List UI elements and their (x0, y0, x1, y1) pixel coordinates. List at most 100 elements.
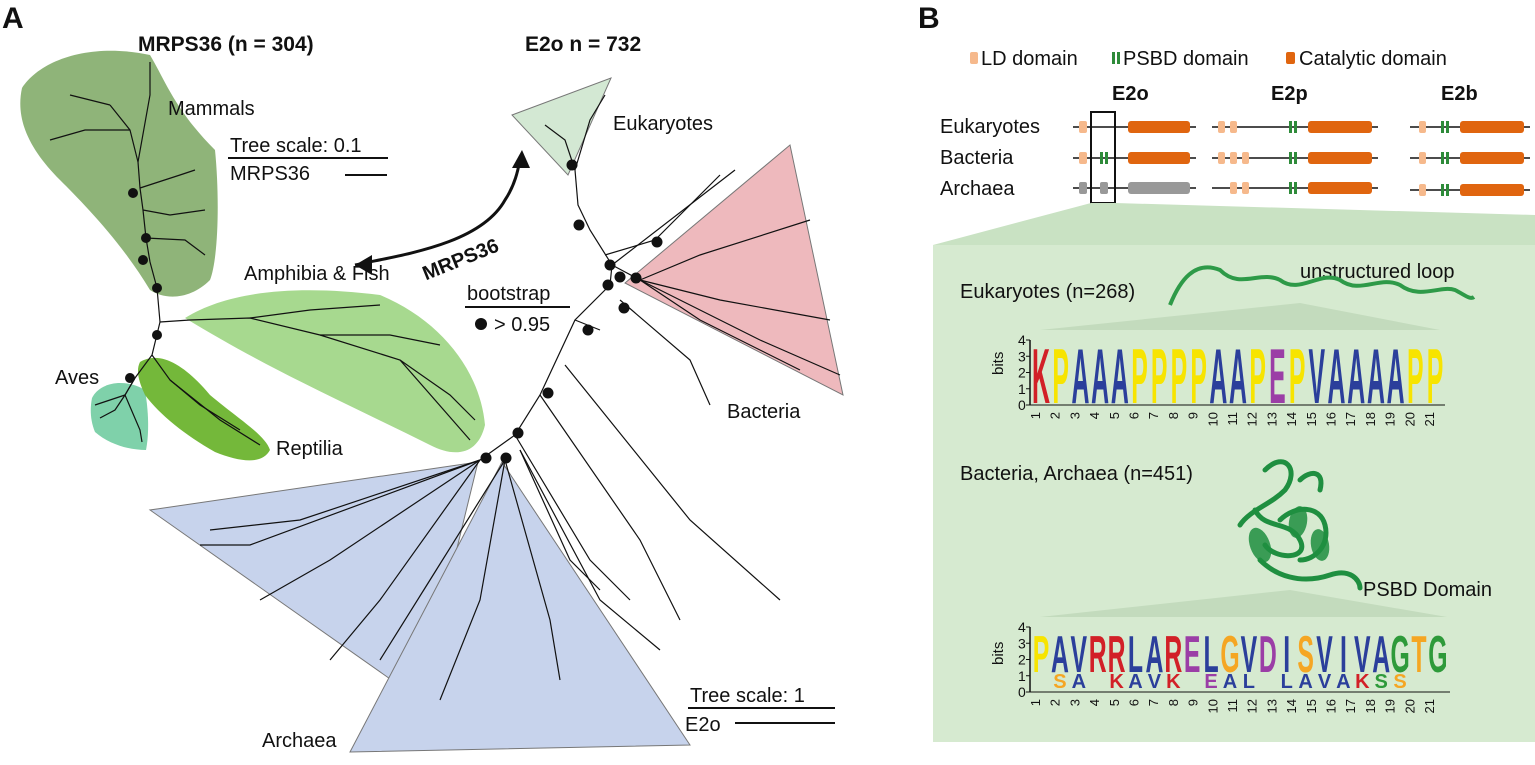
clade-eukaryotes-label: Eukaryotes (613, 113, 713, 135)
bac-xtick-9: 9 (1186, 699, 1201, 706)
bac-secondary-letter-5: K (1109, 671, 1124, 693)
bac-letter-4: R (1089, 625, 1107, 684)
bac-ytick-2: 2 (1018, 652, 1026, 668)
euk-letter-18: A (1367, 334, 1385, 420)
row-eukaryotes: Eukaryotes (940, 116, 1040, 138)
euk-ytick-0: 0 (1018, 397, 1026, 413)
bac-xtick-12: 12 (1245, 699, 1260, 713)
legend-psbd-swatch-a (1112, 52, 1115, 64)
euk-letter-6: P (1131, 334, 1148, 420)
bac-ytick-3: 3 (1018, 635, 1026, 651)
bac-xtick-16: 16 (1324, 699, 1339, 713)
bac-secondary-letter-18: K (1355, 671, 1370, 693)
legend-ld-label: LD domain (981, 48, 1078, 70)
bac-secondary-letter-15: A (1298, 671, 1312, 693)
euk-letter-20: P (1407, 334, 1424, 420)
bac-logo-wedge (1040, 590, 1447, 617)
bac-xtick-11: 11 (1225, 699, 1240, 713)
euk-xtick-16: 16 (1324, 412, 1339, 426)
panel-a-label: A (2, 2, 24, 35)
bac-letter-7: A (1145, 625, 1163, 684)
bac-letter-11: G (1220, 625, 1239, 684)
bac-secondary-letter-19: S (1375, 671, 1388, 693)
euk-letter-2: P (1052, 334, 1069, 420)
clade-aves-label: Aves (55, 367, 99, 389)
bac-xtick-21: 21 (1422, 699, 1437, 713)
mrps36-title: MRPS36 (n = 304) (138, 33, 314, 56)
euk-xtick-2: 2 (1048, 412, 1063, 419)
bac-ytick-0: 0 (1018, 684, 1026, 700)
bac-xtick-3: 3 (1067, 699, 1082, 706)
euk-y-label: bits (990, 352, 1007, 375)
panel-b-label: B (918, 2, 940, 35)
bac-xtick-1: 1 (1028, 699, 1043, 706)
euk-xtick-10: 10 (1205, 412, 1220, 426)
bac-xtick-10: 10 (1205, 699, 1220, 713)
euk-letter-10: A (1209, 334, 1227, 420)
euk-xtick-21: 21 (1422, 412, 1437, 426)
mrps36-arrow (354, 159, 522, 267)
scale-mrps36-title: Tree scale: 0.1 (230, 135, 362, 157)
legend-psbd-swatch-b (1117, 52, 1120, 64)
euk-xtick-11: 11 (1225, 412, 1240, 426)
psbd-helix-ribbons (1248, 506, 1330, 563)
legend-catalytic-swatch (1286, 52, 1295, 64)
bac-xtick-7: 7 (1146, 699, 1161, 706)
row-archaea: Archaea (940, 178, 1015, 200)
legend-ld-swatch (970, 52, 978, 64)
bac-secondary-letter-16: V (1318, 671, 1332, 693)
mrps36-bootstrap-dots (125, 188, 162, 383)
euk-ytick-4: 4 (1018, 332, 1026, 348)
euk-letter-11: A (1229, 334, 1247, 420)
euk-letter-15: V (1309, 334, 1326, 420)
bac-letter-3: V (1071, 625, 1088, 684)
bac-secondary-letter-17: A (1336, 671, 1350, 693)
euk-xtick-18: 18 (1363, 412, 1378, 426)
bac-letter-12: V (1241, 625, 1258, 684)
euk-xtick-14: 14 (1284, 412, 1299, 426)
bac-letter-16: V (1316, 625, 1333, 684)
euk-xtick-17: 17 (1343, 412, 1358, 426)
euk-letter-16: A (1328, 334, 1346, 420)
scale-e2o-title: Tree scale: 1 (690, 685, 805, 707)
euk-logo-wedge (1040, 303, 1440, 330)
euk-letter-7: P (1151, 334, 1168, 420)
euk-letter-21: P (1427, 334, 1444, 420)
euk-letter-5: A (1111, 334, 1129, 420)
e2o-bootstrap-dots (480, 159, 663, 464)
bac-letter-8: R (1164, 625, 1182, 684)
scale-mrps36-label: MRPS36 (230, 163, 310, 185)
euk-letter-19: A (1387, 334, 1405, 420)
clade-eukaryotes-shape (511, 77, 612, 176)
clade-aves-shape (90, 383, 149, 450)
row-bacteria: Bacteria (940, 147, 1014, 169)
bac-letter-10: L (1204, 625, 1219, 684)
bac-xtick-15: 15 (1304, 699, 1319, 713)
euk-xtick-13: 13 (1264, 412, 1279, 426)
bac-letter-2: A (1051, 625, 1069, 684)
clade-bacteria-shape (624, 144, 844, 396)
legend-psbd-label: PSBD domain (1123, 48, 1249, 70)
bac-logo-title: Bacteria, Archaea (n=451) (960, 463, 1193, 485)
bac-secondary-letter-20: S (1393, 671, 1406, 693)
column-e2o: E2o (1112, 83, 1149, 105)
column-e2b: E2b (1441, 83, 1478, 105)
column-e2p: E2p (1271, 83, 1308, 105)
bac-letter-21: T (1411, 625, 1426, 684)
bac-xtick-20: 20 (1402, 699, 1417, 713)
bac-secondary-letter-14: L (1281, 671, 1293, 693)
bac-xtick-4: 4 (1087, 699, 1102, 706)
unstructured-loop-graphic (1168, 265, 1476, 306)
euk-ytick-2: 2 (1018, 365, 1026, 381)
bac-xtick-14: 14 (1284, 699, 1299, 713)
bac-secondary-letter-7: V (1148, 671, 1162, 693)
bac-xtick-19: 19 (1383, 699, 1398, 713)
bac-letter-15: S (1297, 625, 1314, 684)
bac-letter-13: D (1259, 625, 1277, 684)
bac-ytick-4: 4 (1018, 619, 1026, 635)
euk-xtick-9: 9 (1186, 412, 1201, 419)
euk-xtick-5: 5 (1107, 412, 1122, 419)
bac-secondary-letter-12: L (1243, 671, 1255, 693)
